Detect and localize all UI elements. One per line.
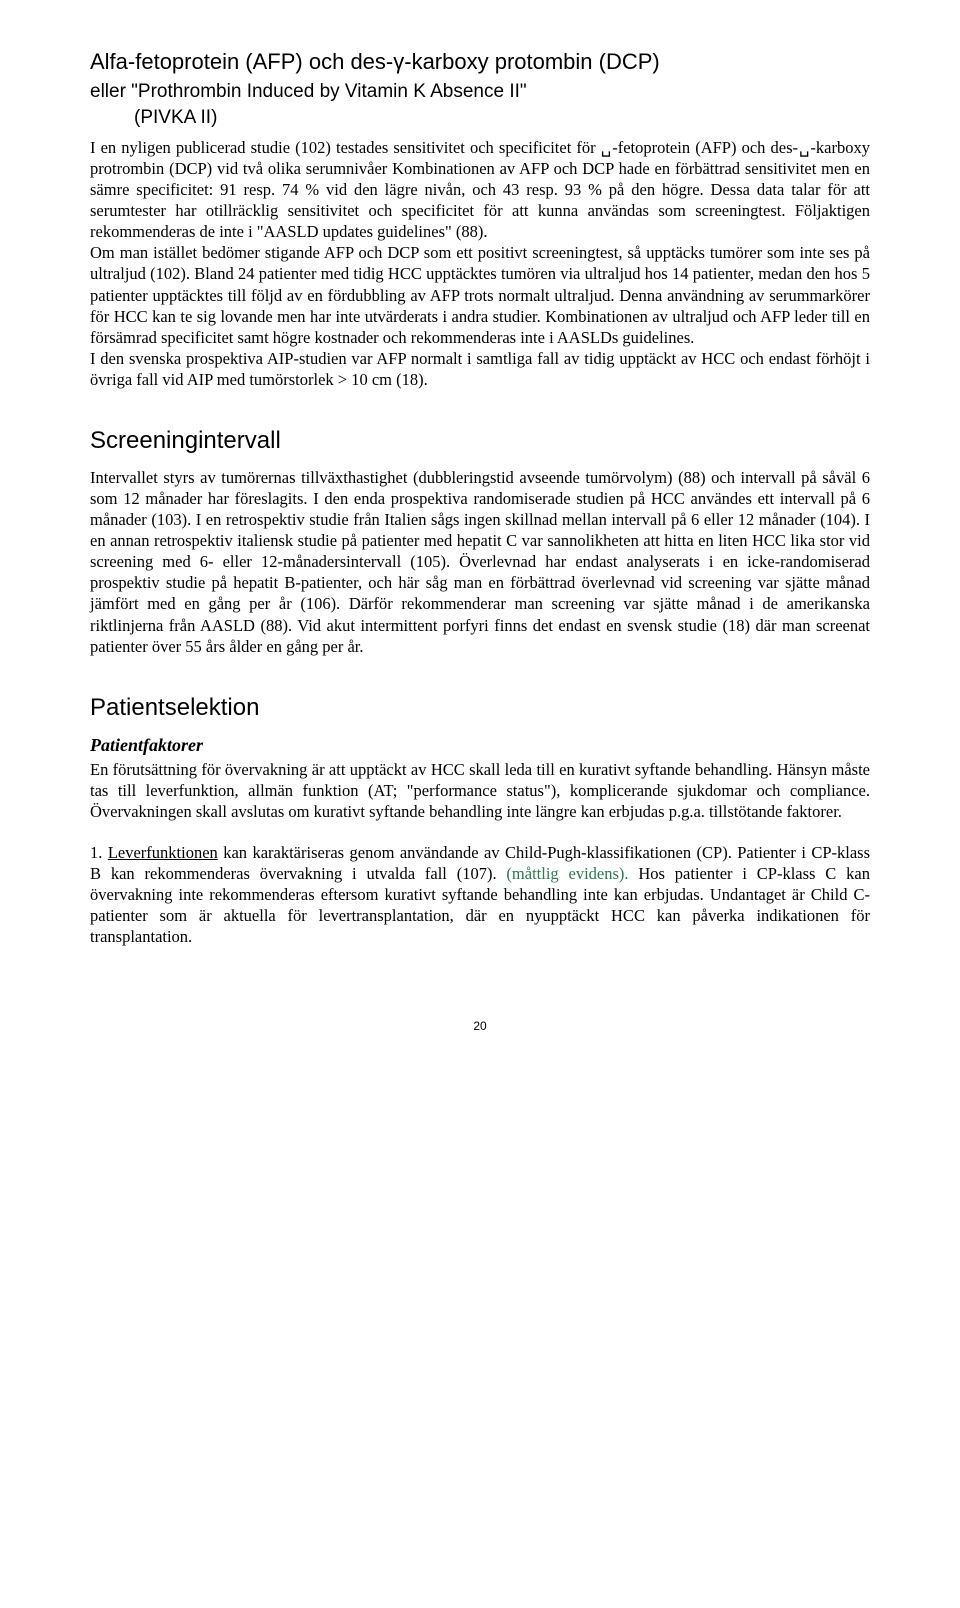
paragraph-3: I den svenska prospektiva AIP-studien va… [90, 348, 870, 390]
paragraph-6: 1. Leverfunktionen kan karaktäriseras ge… [90, 842, 870, 948]
subhead-patientfaktorer: Patientfaktorer [90, 734, 870, 757]
section-screeningintervall: Screeningintervall [90, 426, 870, 457]
doc-title-line3: (PIVKA II) [90, 106, 870, 130]
leverfunktionen-underline: Leverfunktionen [108, 843, 218, 862]
paragraph-4: Intervallet styrs av tumörernas tillväxt… [90, 467, 870, 657]
paragraph-2: Om man istället bedömer stigande AFP och… [90, 242, 870, 348]
num-prefix: 1. [90, 843, 108, 862]
page-number: 20 [90, 1019, 870, 1034]
doc-title-line2: eller "Prothrombin Induced by Vitamin K … [90, 80, 870, 104]
paragraph-5: En förutsättning för övervakning är att … [90, 759, 870, 822]
paragraph-1: I en nyligen publicerad studie (102) tes… [90, 137, 870, 243]
doc-title-line1: Alfa-fetoprotein (AFP) och des-γ-karboxy… [90, 48, 870, 76]
evidence-note: (måttlig evidens). [506, 864, 628, 883]
section-patientselektion: Patientselektion [90, 693, 870, 724]
